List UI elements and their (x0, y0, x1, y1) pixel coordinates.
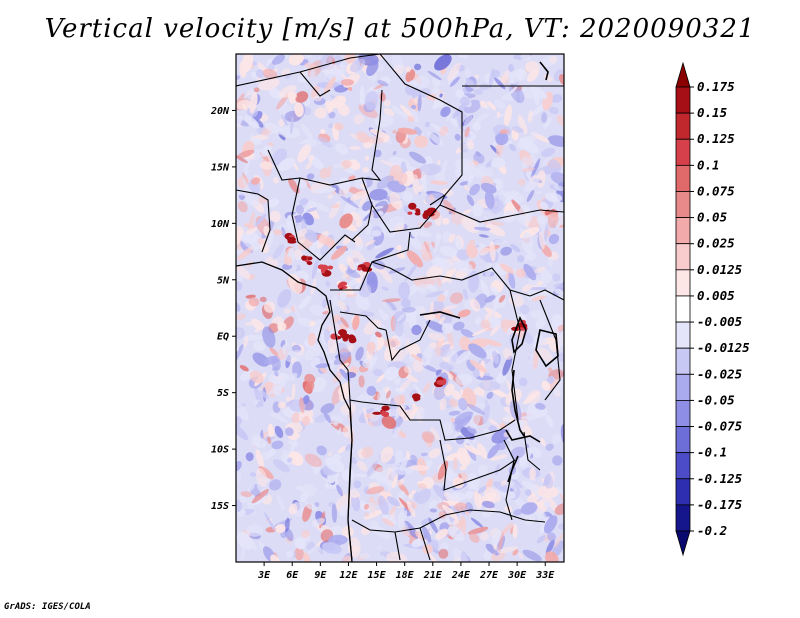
coastline (236, 261, 353, 562)
lon-label: 15E (368, 570, 387, 581)
colorbar-swatch (675, 426, 691, 454)
lat-label: 15S (211, 501, 229, 512)
colorbar-swatch (675, 243, 691, 271)
colorbar-swatch (675, 164, 691, 192)
colorbar-label: -0.0125 (697, 340, 750, 355)
lat-label: EQ (217, 332, 229, 343)
lon-label: 12E (339, 570, 358, 581)
colorbar-swatch (675, 138, 691, 166)
map-frame (235, 53, 565, 563)
colorbar-label: 0.15 (697, 105, 728, 120)
colorbar-label: -0.2 (697, 523, 727, 538)
lat-label: 10S (211, 445, 229, 456)
colorbar-swatch (675, 217, 691, 245)
colorbar-swatch (675, 295, 691, 323)
colorbar-swatch (675, 478, 691, 506)
colorbar-label: -0.125 (697, 471, 743, 486)
colorbar-swatch (675, 321, 691, 349)
colorbar: 0.175 0.15 0.125 0.1 0.075 0.05 0.025 0.0125 0.0… (675, 61, 750, 557)
colorbar-top-arrow (675, 61, 691, 88)
lon-label: 3E (257, 570, 271, 581)
map-title: Vertical velocity [m/s] at 500hPa, VT: 2… (44, 14, 756, 44)
lon-label: 21E (423, 570, 443, 581)
lat-label: 10N (211, 219, 230, 230)
colorbar-label: 0.005 (697, 288, 735, 303)
colorbar-swatch (675, 373, 691, 401)
colorbar-label: -0.005 (697, 314, 743, 329)
colorbar-swatch (675, 400, 691, 427)
longitude-labels: 3E 6E 9E 12E 15E 18E 21E 24E 27E 30E 33E (257, 562, 555, 581)
colorbar-swatch (675, 504, 691, 532)
colorbar-label: -0.075 (697, 419, 743, 434)
velocity-field (236, 54, 564, 562)
colorbar-label: 0.025 (697, 236, 735, 251)
colorbar-swatch (675, 269, 691, 297)
colorbar-label: 0.125 (697, 131, 735, 146)
lat-label: 5N (217, 275, 230, 286)
latitude-labels: 20N 15N 10N 5N EQ 5S 10S 15S (210, 106, 236, 512)
colorbar-bottom-arrow (675, 530, 691, 557)
lon-label: 6E (286, 570, 299, 581)
lon-label: 18E (396, 570, 415, 581)
colorbar-label: -0.025 (697, 366, 743, 381)
colorbar-label: 0.0125 (697, 262, 743, 277)
colorbar-swatch (675, 452, 691, 480)
lat-label: 15N (211, 162, 230, 173)
lon-label: 30E (507, 570, 527, 581)
lon-label: 24E (451, 570, 471, 581)
colorbar-label: -0.05 (697, 392, 735, 407)
grads-credit: GrADS: IGES/COLA (4, 602, 91, 612)
lon-label: 33E (535, 570, 555, 581)
lat-label: 5S (217, 388, 229, 399)
colorbar-label: 0.05 (697, 210, 728, 225)
colorbar-swatch (675, 347, 691, 375)
lon-label: 27E (479, 570, 499, 581)
colorbar-label: 0.075 (697, 183, 735, 198)
country-borders (236, 54, 564, 561)
colorbar-label: 0.175 (697, 79, 735, 94)
colorbar-swatch (675, 86, 691, 114)
colorbar-swatch (675, 112, 691, 140)
lon-label: 9E (314, 570, 327, 581)
lakes (419, 61, 559, 483)
colorbar-label: -0.1 (697, 445, 727, 460)
colorbar-swatch (675, 191, 691, 218)
colorbar-label: 0.1 (697, 157, 720, 172)
colorbar-label: -0.175 (697, 497, 743, 512)
lat-label: 20N (210, 106, 230, 117)
